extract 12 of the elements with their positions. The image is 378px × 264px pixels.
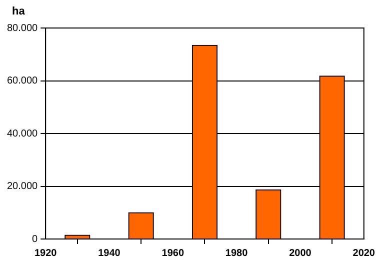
x-tick-label: 1940	[98, 248, 121, 259]
x-tick-label: 1920	[34, 248, 58, 259]
y-tick-label: 20.000	[6, 181, 38, 192]
x-tick-label: 1980	[225, 248, 248, 259]
x-tick-label: 2020	[352, 248, 376, 259]
y-tick-label: 40.000	[6, 128, 38, 140]
x-tick-label: 1960	[162, 248, 184, 259]
y-axis-title: ha	[12, 6, 26, 18]
y-tick-label: 0	[32, 234, 38, 245]
y-tick-label: 60.000	[6, 76, 38, 86]
y-tick-label: 80.000	[6, 22, 38, 34]
x-tick-label: 2000	[289, 248, 312, 259]
